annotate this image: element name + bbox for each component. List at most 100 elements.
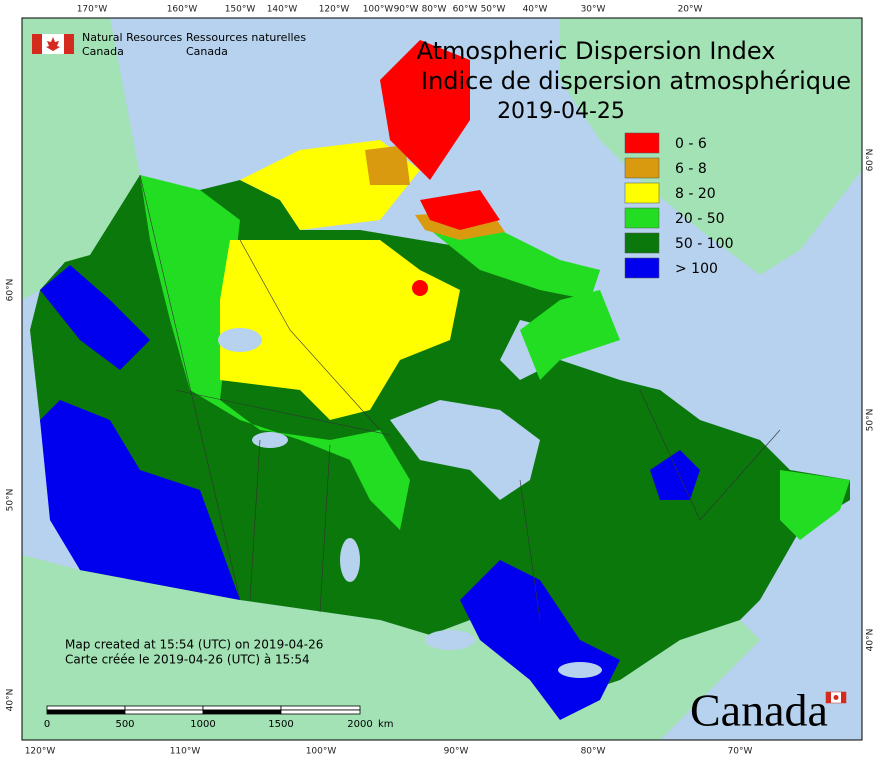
map-frame bbox=[21, 17, 863, 741]
region bbox=[140, 175, 410, 530]
title: Atmospheric Dispersion Index bbox=[417, 37, 776, 65]
longitude-label: 120°W bbox=[25, 747, 56, 757]
legend-label: 0 - 6 bbox=[675, 136, 707, 152]
agency-fr: Ressources naturelles bbox=[186, 31, 306, 44]
longitude-label: 60°W bbox=[453, 5, 478, 15]
region bbox=[650, 450, 700, 500]
latitude-label: 50°N bbox=[866, 409, 876, 432]
boundary bbox=[139, 174, 241, 601]
legend-label: 20 - 50 bbox=[675, 211, 725, 227]
legend-swatch bbox=[624, 207, 660, 229]
hudson-bay bbox=[390, 400, 540, 500]
region bbox=[460, 560, 620, 720]
lake bbox=[425, 630, 475, 650]
scale-segment bbox=[202, 705, 282, 711]
boundary bbox=[239, 239, 381, 431]
region bbox=[365, 145, 410, 185]
credit: Map created at 15:54 (UTC) on 2019-04-26 bbox=[65, 638, 323, 652]
scale-segment bbox=[124, 709, 204, 715]
longitude-label: 20°W bbox=[678, 5, 703, 15]
flag-bar bbox=[64, 34, 74, 54]
wordmark: Canada bbox=[690, 685, 828, 736]
scale-label: 0 bbox=[44, 719, 50, 730]
frame-border bbox=[21, 17, 863, 741]
longitude-label: 140°W bbox=[267, 5, 298, 15]
latitude-label: 60°N bbox=[866, 149, 876, 172]
scale-label: 1000 bbox=[190, 719, 215, 730]
longitude-label: 40°W bbox=[523, 5, 548, 15]
date: 2019-04-25 bbox=[497, 99, 625, 124]
region bbox=[420, 190, 500, 230]
longitude-label: 70°W bbox=[728, 747, 753, 757]
region bbox=[40, 265, 150, 370]
wordmark-flag bbox=[826, 692, 831, 703]
agency-fr: Canada bbox=[186, 45, 228, 58]
scale-label: 1500 bbox=[268, 719, 293, 730]
latitude-label: 40°N bbox=[866, 629, 876, 652]
region bbox=[412, 280, 428, 296]
legend-swatch bbox=[624, 257, 660, 279]
wordmark-flag bbox=[841, 692, 846, 703]
lake bbox=[218, 328, 262, 352]
scale-label: 500 bbox=[115, 719, 134, 730]
region bbox=[780, 470, 850, 540]
canada-wordmark: Canada bbox=[690, 685, 847, 736]
longitude-label: 120°W bbox=[319, 5, 350, 15]
longitude-label: 150°W bbox=[225, 5, 256, 15]
longitude-label: 90°W bbox=[394, 5, 419, 15]
longitude-label: 110°W bbox=[170, 747, 201, 757]
region bbox=[220, 240, 460, 420]
region bbox=[380, 40, 470, 180]
region bbox=[520, 290, 620, 380]
legend-label: 6 - 8 bbox=[675, 161, 707, 177]
alaska bbox=[22, 18, 140, 300]
scale-segment bbox=[124, 705, 204, 711]
scale-segment bbox=[202, 709, 282, 715]
lake bbox=[558, 662, 602, 678]
legend-label: 8 - 20 bbox=[675, 186, 716, 202]
legend-swatch bbox=[624, 182, 660, 204]
longitude-label: 30°W bbox=[581, 5, 606, 15]
scale-segment bbox=[46, 709, 126, 715]
legend-swatch bbox=[624, 157, 660, 179]
legend-label: > 100 bbox=[675, 261, 718, 277]
scale-segment bbox=[46, 705, 126, 711]
legend-label: 50 - 100 bbox=[675, 236, 734, 252]
latitude-label: 40°N bbox=[6, 689, 16, 712]
boundary bbox=[174, 389, 391, 436]
longitude-label: 50°W bbox=[481, 5, 506, 15]
longitude-label: 170°W bbox=[77, 5, 108, 15]
longitude-label: 160°W bbox=[167, 5, 198, 15]
maple-leaf bbox=[46, 37, 60, 51]
greenland bbox=[560, 18, 862, 275]
boundary bbox=[249, 439, 261, 601]
region bbox=[40, 400, 240, 600]
flag-bar bbox=[32, 34, 42, 54]
boundary bbox=[319, 444, 331, 613]
longitude-label: 80°W bbox=[422, 5, 447, 15]
wordmark-flag bbox=[833, 695, 839, 700]
title: Indice de dispersion atmosphérique bbox=[421, 67, 851, 95]
scale-segment bbox=[280, 709, 361, 715]
graticule-labels: 170°W 160°W 150°W 140°W 120°W 100°W 90°W 80°W 60… bbox=[6, 5, 876, 757]
agency-en: Canada bbox=[82, 45, 124, 58]
scale-bar: 0 500 1000 1500 2000 km bbox=[44, 705, 394, 730]
agency-logo: Natural Resources Canada Ressources natu… bbox=[32, 31, 306, 58]
longitude-label: 90°W bbox=[444, 747, 469, 757]
credit: Carte créée le 2019-04-26 (UTC) à 15:54 bbox=[65, 653, 310, 667]
agency-en: Natural Resources bbox=[82, 31, 183, 44]
scale-segment bbox=[280, 705, 361, 711]
legend-swatch bbox=[624, 232, 660, 254]
lake bbox=[340, 538, 360, 582]
boundary bbox=[639, 389, 781, 521]
latitude-label: 50°N bbox=[6, 489, 16, 512]
longitude-label: 100°W bbox=[363, 5, 394, 15]
longitude-label: 80°W bbox=[581, 747, 606, 757]
united-states bbox=[22, 555, 760, 740]
boundary bbox=[519, 479, 541, 621]
legend-swatch bbox=[624, 132, 660, 154]
scale-label: 2000 bbox=[347, 719, 372, 730]
latitude-label: 60°N bbox=[6, 279, 16, 302]
